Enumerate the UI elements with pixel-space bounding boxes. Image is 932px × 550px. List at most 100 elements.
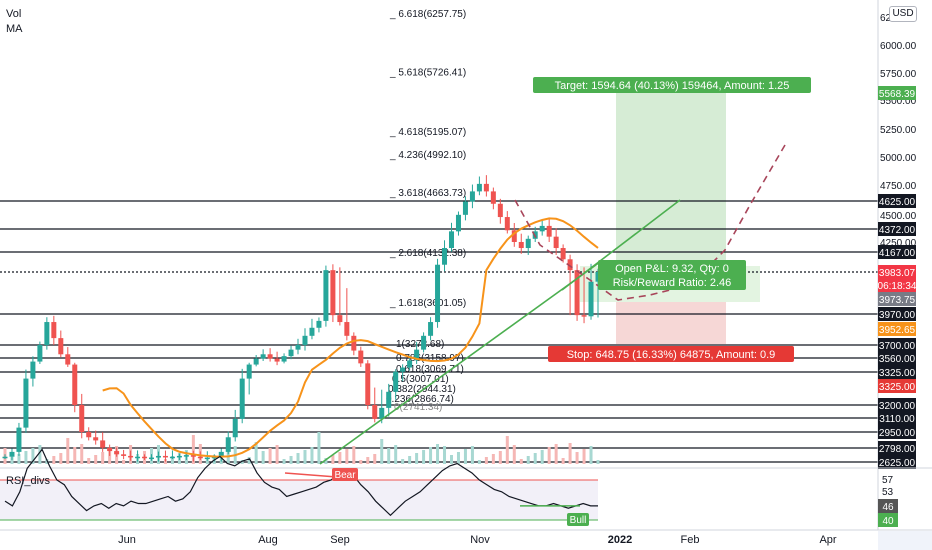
candle-body: [155, 455, 161, 458]
price-label-bg: [878, 292, 916, 306]
rsi-line: [4, 448, 598, 517]
volume-bar: [261, 451, 265, 464]
candle-body: [9, 451, 15, 457]
candle-body: [428, 322, 434, 336]
volume-bar: [254, 442, 258, 464]
candle-body: [476, 183, 482, 192]
volume-bar: [561, 458, 565, 464]
volume-bar: [491, 454, 495, 464]
price-tick: 6000.00: [880, 41, 917, 52]
fib-label: _ 1.618(3601.05): [389, 298, 466, 309]
fib-label: _ 2.618(4132.38): [389, 248, 466, 259]
candle-body: [197, 456, 203, 459]
candle-body: [435, 264, 441, 323]
volume-bar: [596, 460, 600, 464]
volume-bar: [484, 457, 488, 464]
volume-bar: [449, 455, 453, 464]
projection-path: [514, 144, 786, 301]
target-label-text: Target: 1594.64 (40.13%) 159464, Amount:…: [555, 80, 790, 92]
volume-legend: Vol: [6, 8, 22, 20]
candle-body: [183, 455, 189, 457]
volume-bar: [108, 449, 112, 464]
volume-bar: [470, 446, 474, 464]
price-label: 3560.00: [879, 354, 916, 365]
volume-bar: [94, 455, 98, 464]
candle-body: [588, 281, 594, 317]
candle-body: [93, 437, 99, 441]
candle-body: [128, 455, 134, 458]
volume-bar: [296, 453, 300, 464]
price-label-bg: [878, 245, 916, 259]
candle-body: [65, 354, 71, 365]
candle-body: [281, 356, 287, 362]
target-label: Target: 1594.64 (40.13%) 159464, Amount:…: [533, 77, 811, 93]
price-label: 3983.07: [879, 268, 916, 279]
price-tick: 4250.00: [880, 238, 917, 249]
fib-label: 0.5(3007.01): [392, 374, 449, 385]
volume-bar: [519, 459, 523, 464]
price-label-bg: [878, 307, 916, 321]
fib-label: _ 4.618(5195.07): [389, 127, 466, 138]
fib-label: 0.618(3069.71): [396, 364, 464, 375]
volume-bar: [359, 460, 363, 464]
candle-body: [421, 335, 427, 350]
price-label: 3200.00: [879, 401, 916, 412]
bull-text: Bull: [570, 515, 587, 526]
candle-body: [121, 454, 127, 456]
volume-bar: [268, 448, 272, 464]
volume-bar: [373, 454, 377, 464]
stop-label-text: Stop: 648.75 (16.33%) 64875, Amount: 0.9: [567, 349, 776, 361]
price-label: 2798.00: [879, 444, 916, 455]
candle-body: [511, 230, 517, 242]
volume-bar: [408, 456, 412, 464]
candle-body: [2, 456, 8, 459]
candle-body: [455, 214, 461, 232]
price-label-bg: [878, 411, 916, 425]
price-label-bg: [878, 222, 916, 236]
price-label-bg: [878, 322, 916, 336]
price-label: 3970.00: [879, 310, 916, 321]
moving-average-line: [102, 217, 599, 458]
volume-bar: [282, 459, 286, 464]
time-tick: 2022: [608, 534, 632, 546]
price-label: 3700.00: [879, 341, 916, 352]
candle-body: [372, 405, 378, 419]
currency-button[interactable]: USD: [889, 6, 917, 22]
volume-bar: [310, 447, 314, 464]
candle-body: [442, 248, 448, 265]
candle-body: [232, 418, 238, 438]
candle-body: [553, 236, 559, 249]
candle-body: [114, 451, 120, 455]
candle-body: [560, 248, 566, 260]
bear-text: Bear: [334, 470, 356, 481]
candle-body: [400, 367, 406, 372]
price-label-bg: [878, 425, 916, 439]
candle-body: [86, 432, 92, 438]
volume-bar: [247, 457, 251, 464]
candle-body: [309, 327, 315, 336]
stop-label-bg: [548, 346, 794, 362]
volume-bar: [31, 448, 35, 464]
price-label: 3325.00: [879, 382, 916, 393]
candle-body: [267, 354, 273, 359]
candle-body: [79, 405, 85, 432]
candle-body: [44, 322, 50, 345]
time-axis: Jun Aug Sep Nov 2022 Feb Apr: [0, 529, 932, 550]
price-label-bg: [878, 194, 916, 208]
candle-body: [497, 203, 503, 218]
volume-bar: [477, 460, 481, 464]
rsi-tick: 40: [882, 516, 894, 527]
volume-bar: [352, 446, 356, 464]
candle-body: [407, 360, 413, 368]
candle-body: [142, 456, 148, 459]
candle-body: [288, 349, 294, 357]
candle-body: [100, 440, 106, 448]
volume-bar: [240, 460, 244, 464]
volume-bar: [387, 448, 391, 464]
fib-label: _ 5.618(5726.41): [389, 68, 466, 79]
price-label: 5568.39: [879, 89, 916, 100]
volume-bar: [324, 458, 328, 464]
volume-bar: [101, 452, 105, 464]
